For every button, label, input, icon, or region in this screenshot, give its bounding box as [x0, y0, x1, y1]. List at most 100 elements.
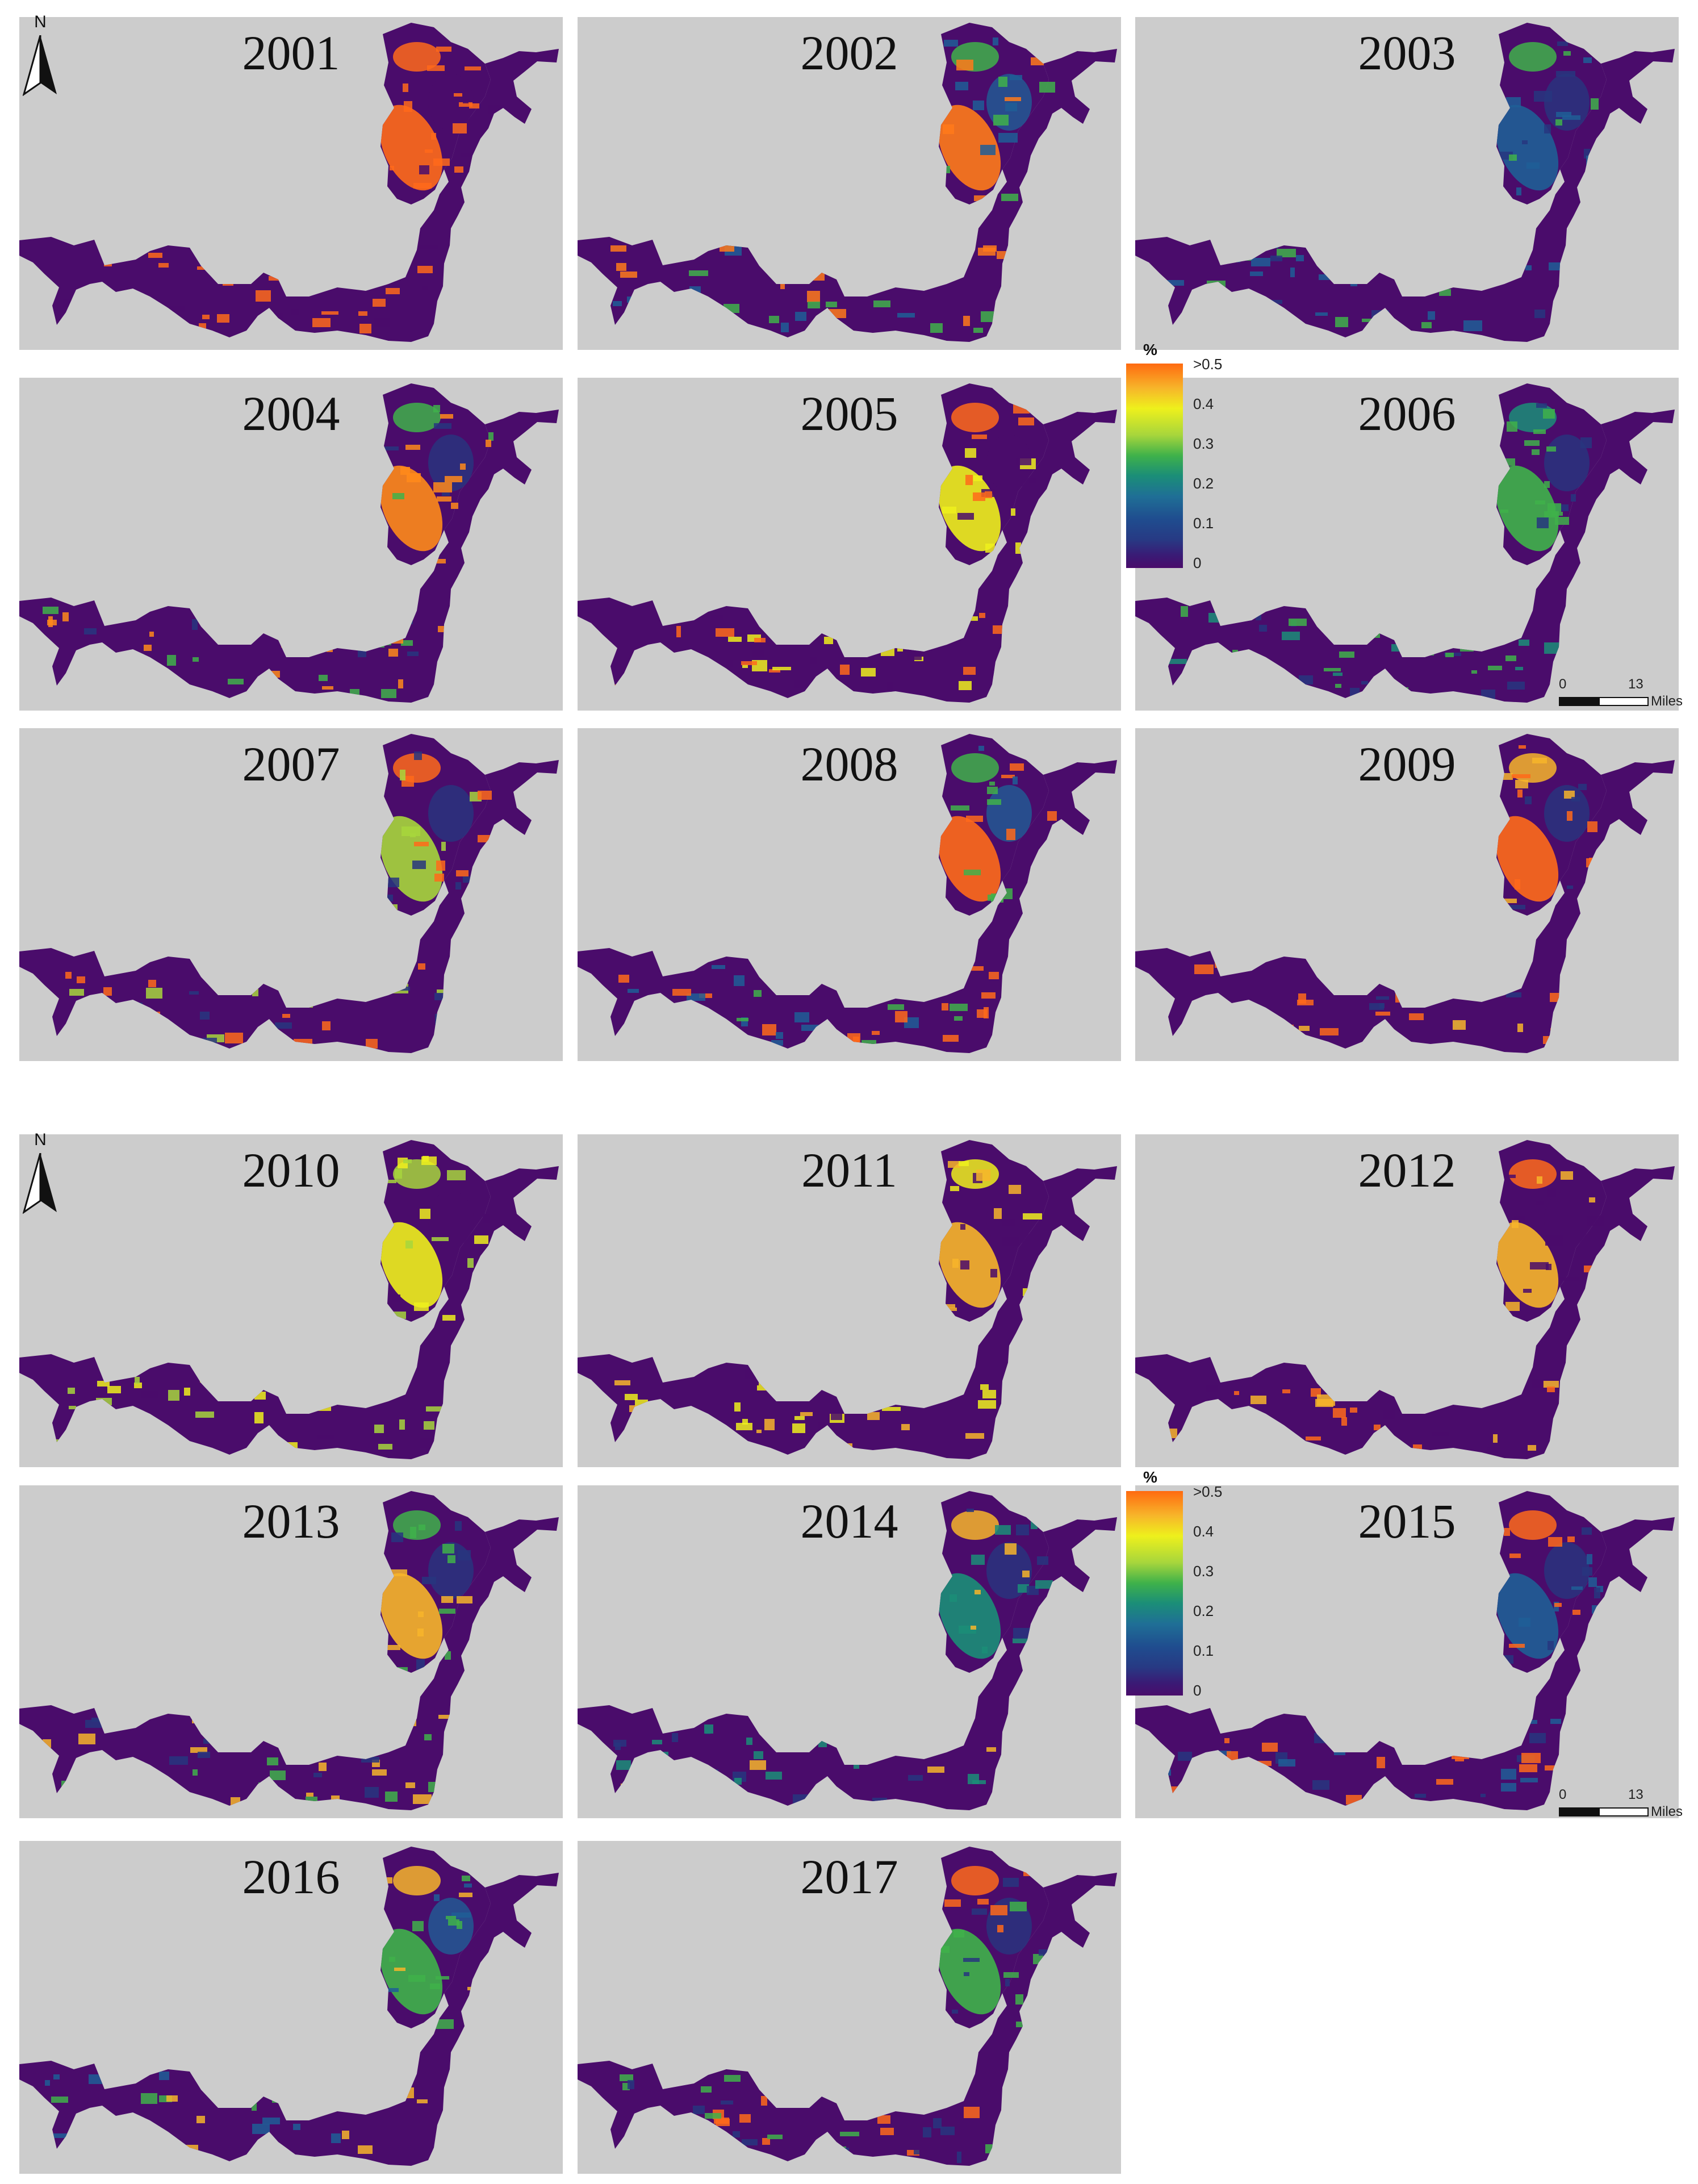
panel-year-label: 2017 — [800, 1849, 898, 1904]
legend-color-bar — [1126, 1491, 1183, 1696]
reservoir-map — [578, 23, 1117, 342]
scale-bar: 0 13 Miles — [1559, 678, 1695, 717]
north-arrow-label: N — [34, 12, 47, 31]
legend-tick: >0.5 — [1193, 1483, 1223, 1500]
concentration-patches — [1160, 1510, 1611, 1805]
panel-year-label: 2004 — [242, 386, 340, 441]
map-panel-2008: 2008 — [578, 728, 1121, 1061]
scale-start-label: 0 — [1559, 1787, 1567, 1802]
map-panel-2006: 2006 — [1135, 378, 1679, 711]
map-panel-2002: 2002 — [578, 17, 1121, 350]
legend-tick: 0.3 — [1193, 1563, 1214, 1580]
panel-year-label: 2014 — [800, 1494, 898, 1548]
reservoir-map — [1135, 383, 1675, 703]
reservoir-map — [19, 734, 559, 1053]
reservoir-map — [19, 1491, 559, 1810]
panel-year-label: 2007 — [242, 737, 340, 791]
scale-end-label: 13 — [1628, 1787, 1643, 1802]
north-arrow: N — [20, 1130, 60, 1216]
legend-tick: 0.4 — [1193, 395, 1214, 412]
reservoir-map — [1135, 23, 1675, 342]
map-panel-2011: 2011 — [578, 1134, 1121, 1467]
water-body-main — [578, 49, 1117, 342]
concentration-patches — [614, 1155, 1061, 1454]
scale-unit-label: Miles — [1651, 1804, 1683, 1819]
legend-tick: 0.2 — [1193, 475, 1214, 492]
map-panel-2012: 2012 — [1135, 1134, 1679, 1467]
panel-year-label: 2009 — [1358, 737, 1456, 791]
reservoir-map — [1135, 1140, 1675, 1459]
scale-start-label: 0 — [1559, 677, 1567, 692]
panel-year-label: 2002 — [800, 26, 898, 80]
north-arrow: N — [20, 12, 60, 98]
reservoir-map — [1135, 1491, 1675, 1810]
map-panel-2010: 2010 — [19, 1134, 563, 1467]
legend-tick: 0.3 — [1193, 435, 1214, 452]
scale-segment-white — [1599, 1807, 1649, 1816]
map-panel-2003: 2003 — [1135, 17, 1679, 350]
concentration-patches — [602, 403, 1053, 692]
water-body-main — [578, 760, 1117, 1053]
water-body-main — [578, 410, 1117, 703]
water-body-main — [1135, 49, 1675, 342]
map-panel-2007: 2007 — [19, 728, 563, 1061]
panel-year-label: 2006 — [1358, 386, 1456, 441]
scale-segment-black — [1559, 697, 1600, 706]
panel-year-label: 2016 — [242, 1849, 340, 1904]
scale-end-label: 13 — [1628, 677, 1643, 692]
scale-segment-black — [1559, 1807, 1600, 1816]
scale-unit-label: Miles — [1651, 694, 1683, 709]
color-legend: % >0.5 0.4 0.3 0.2 0.1 0 — [1126, 1468, 1240, 1698]
water-body-main — [19, 1166, 559, 1459]
panel-year-label: 2005 — [800, 386, 898, 441]
water-body-main — [1135, 410, 1675, 703]
panel-year-label: 2012 — [1358, 1143, 1456, 1197]
water-body-main — [578, 1517, 1117, 1810]
water-body-main — [578, 1873, 1117, 2166]
map-panel-2015: 2015 — [1135, 1485, 1679, 1818]
north-arrow-icon — [23, 1153, 57, 1214]
legend-color-bar — [1126, 364, 1183, 568]
legend-tick: 0.4 — [1193, 1523, 1214, 1540]
map-panel-2016: 2016 — [19, 1841, 563, 2174]
reservoir-map — [578, 1491, 1117, 1810]
north-arrow-icon — [23, 35, 57, 97]
scale-bar: 0 13 Miles — [1559, 1788, 1695, 1828]
concentration-patches — [618, 746, 1057, 1050]
legend-unit: % — [1143, 341, 1157, 358]
color-legend: % >0.5 0.4 0.3 0.2 0.1 0 — [1126, 341, 1240, 570]
map-panel-2005: 2005 — [578, 378, 1121, 711]
panel-year-label: 2011 — [801, 1143, 897, 1197]
legend-tick: 0.2 — [1193, 1602, 1214, 1619]
reservoir-map — [19, 383, 559, 703]
reservoir-map — [578, 734, 1117, 1053]
reservoir-map — [578, 383, 1117, 703]
map-panel-2013: 2013 — [19, 1485, 563, 1818]
panel-year-label: 2003 — [1358, 26, 1456, 80]
legend-tick: 0 — [1193, 1682, 1202, 1699]
map-panel-2004: 2004 — [19, 378, 563, 711]
panel-year-label: 2001 — [242, 26, 340, 80]
legend-tick: 0.1 — [1193, 1642, 1214, 1659]
water-body-main — [1135, 760, 1675, 1053]
reservoir-map — [19, 23, 559, 342]
panel-year-label: 2013 — [242, 1494, 340, 1548]
concentration-patches — [1168, 1152, 1618, 1457]
water-body-main — [19, 410, 559, 703]
panel-year-label: 2008 — [800, 737, 898, 791]
panel-year-label: 2015 — [1358, 1494, 1456, 1548]
water-body-main — [19, 1873, 559, 2166]
legend-unit: % — [1143, 1468, 1157, 1486]
map-panel-2017: 2017 — [578, 1841, 1121, 2174]
legend-tick: 0 — [1193, 554, 1202, 571]
water-body-main — [19, 1517, 559, 1810]
legend-tick: 0.1 — [1193, 515, 1214, 532]
reservoir-map — [19, 1847, 559, 2166]
reservoir-map — [19, 1140, 559, 1459]
map-panel-2009: 2009 — [1135, 728, 1679, 1061]
north-arrow-label: N — [34, 1130, 47, 1149]
map-panel-2001: 2001 — [19, 17, 563, 350]
reservoir-map — [578, 1847, 1117, 2166]
legend-tick: >0.5 — [1193, 356, 1223, 373]
panel-year-label: 2010 — [242, 1143, 340, 1197]
